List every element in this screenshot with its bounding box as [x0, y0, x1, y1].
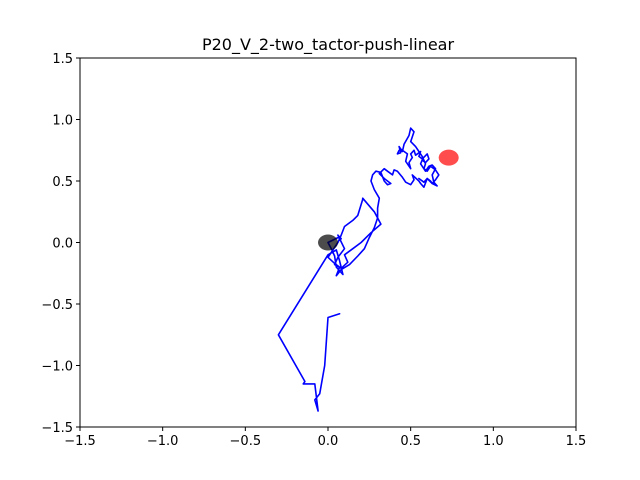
- y-tick-label: −1.0: [41, 360, 73, 375]
- axis-ticks: −1.5 −1.0 −0.5 0.0 0.5 1.0 1.5 −1.5 −1.0 −0.5 0.0 0…: [41, 52, 586, 449]
- x-tick-label: 1.0: [483, 434, 504, 449]
- plot-area: [277, 127, 459, 412]
- marker-0: [318, 234, 338, 251]
- y-tick-label: 1.5: [52, 52, 73, 67]
- marker-1: [438, 149, 459, 166]
- x-tick-label: 0.5: [400, 434, 421, 449]
- x-tick-label: −1.0: [147, 434, 179, 449]
- y-tick-label: −0.5: [41, 298, 73, 313]
- y-tick-label: 1.0: [52, 114, 73, 129]
- y-tick-label: −1.5: [41, 421, 73, 436]
- x-tick-label: −0.5: [230, 434, 262, 449]
- x-tick-label: 0.0: [318, 434, 339, 449]
- chart-title: P20_V_2-two_tactor-push-linear: [202, 35, 455, 55]
- x-tick-label: −1.5: [64, 434, 96, 449]
- y-tick-label: 0.0: [52, 237, 73, 252]
- y-tick-label: 0.5: [52, 175, 73, 190]
- x-tick-label: 1.5: [566, 434, 587, 449]
- series-line-0: [277, 127, 440, 412]
